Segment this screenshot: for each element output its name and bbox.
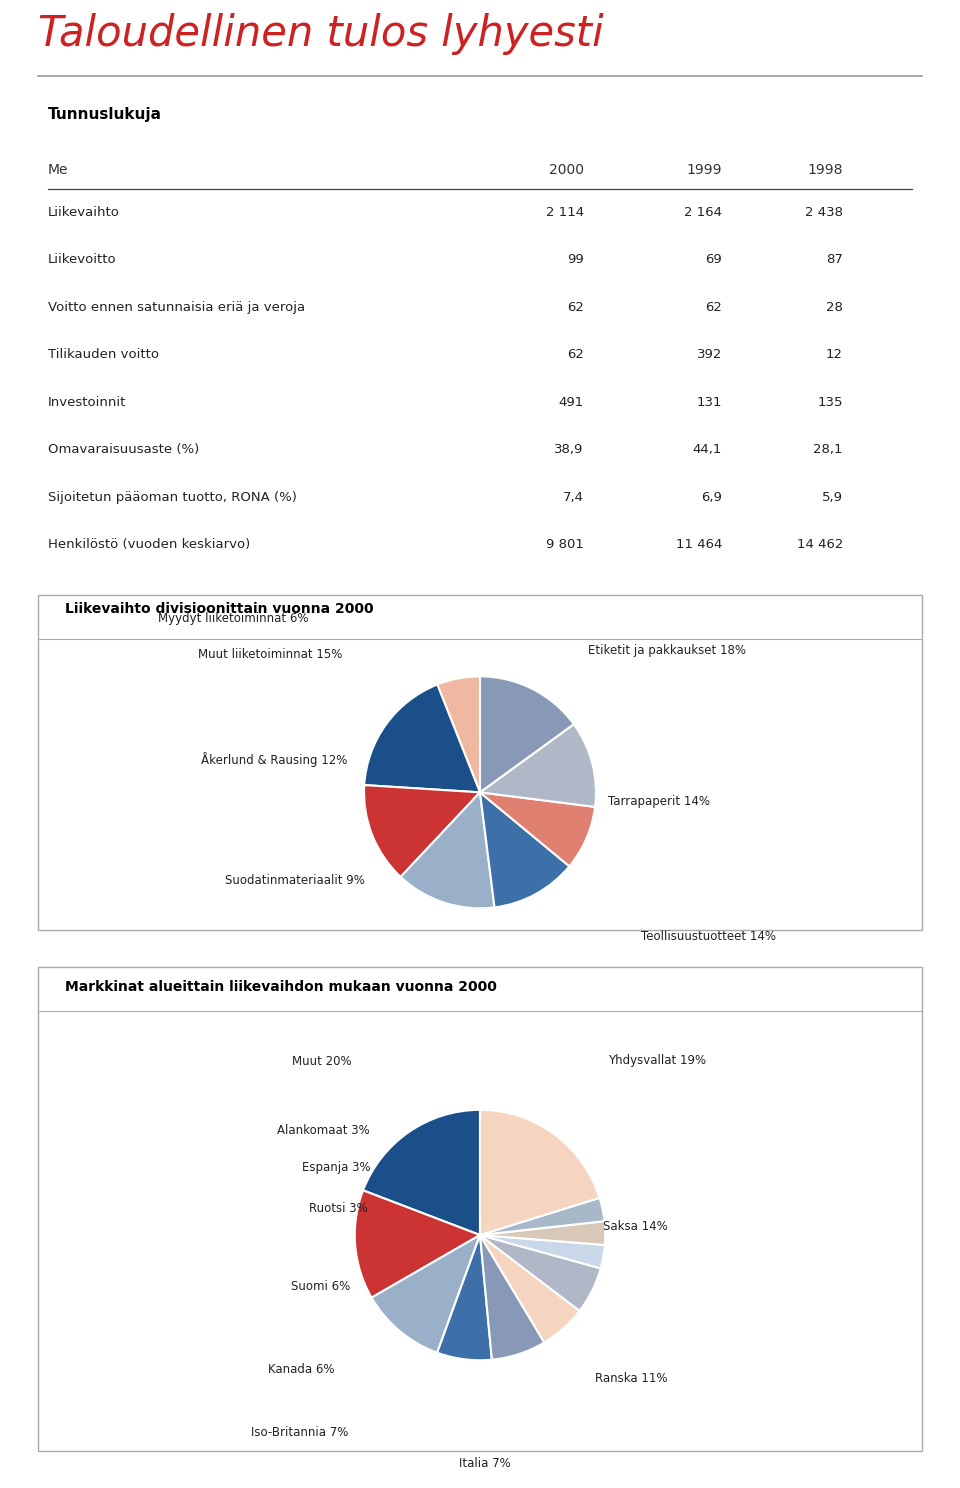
Text: 5,9: 5,9 xyxy=(822,491,843,503)
Text: 2 164: 2 164 xyxy=(684,205,722,219)
Text: 2 438: 2 438 xyxy=(804,205,843,219)
Text: Myydyt liiketoiminnat 6%: Myydyt liiketoiminnat 6% xyxy=(157,612,308,625)
Wedge shape xyxy=(363,1110,480,1235)
Text: Liikevaihto divisioonittain vuonna 2000: Liikevaihto divisioonittain vuonna 2000 xyxy=(65,601,373,616)
Text: Saksa 14%: Saksa 14% xyxy=(603,1220,668,1234)
Wedge shape xyxy=(480,1235,580,1342)
Text: 6,9: 6,9 xyxy=(701,491,722,503)
Text: Taloudellinen tulos lyhyesti: Taloudellinen tulos lyhyesti xyxy=(38,13,604,55)
Wedge shape xyxy=(364,786,480,876)
Wedge shape xyxy=(480,677,574,792)
Text: Etiketit ja pakkaukset 18%: Etiketit ja pakkaukset 18% xyxy=(588,644,746,658)
Wedge shape xyxy=(372,1235,480,1353)
Text: 9 801: 9 801 xyxy=(546,539,584,551)
Wedge shape xyxy=(480,1235,605,1268)
Text: Liikevoitto: Liikevoitto xyxy=(48,253,116,266)
Text: 135: 135 xyxy=(817,396,843,409)
Wedge shape xyxy=(355,1190,480,1298)
Text: Ruotsi 3%: Ruotsi 3% xyxy=(308,1202,368,1214)
Wedge shape xyxy=(480,1198,605,1235)
Text: 7,4: 7,4 xyxy=(563,491,584,503)
Text: Henkilöstö (vuoden keskiarvo): Henkilöstö (vuoden keskiarvo) xyxy=(48,539,251,551)
Text: Tarrapaperit 14%: Tarrapaperit 14% xyxy=(609,796,710,808)
Text: 2000: 2000 xyxy=(549,162,584,177)
Text: 44,1: 44,1 xyxy=(692,443,722,455)
Text: 11 464: 11 464 xyxy=(676,539,722,551)
Text: 38,9: 38,9 xyxy=(554,443,584,455)
Text: Alankomaat 3%: Alankomaat 3% xyxy=(276,1123,370,1137)
Wedge shape xyxy=(437,1235,492,1360)
Text: Sijoitetun pääoman tuotto, RONA (%): Sijoitetun pääoman tuotto, RONA (%) xyxy=(48,491,297,503)
Text: Voitto ennen satunnaisia eriä ja veroja: Voitto ennen satunnaisia eriä ja veroja xyxy=(48,301,305,314)
Wedge shape xyxy=(438,677,480,792)
Wedge shape xyxy=(480,1222,605,1245)
Text: Suodatinmateriaalit 9%: Suodatinmateriaalit 9% xyxy=(225,873,365,887)
Text: Kanada 6%: Kanada 6% xyxy=(268,1363,334,1376)
Text: 2 114: 2 114 xyxy=(545,205,584,219)
Wedge shape xyxy=(480,792,595,866)
Text: 1999: 1999 xyxy=(686,162,722,177)
Text: 62: 62 xyxy=(566,301,584,314)
Text: 62: 62 xyxy=(566,348,584,362)
Wedge shape xyxy=(480,1235,601,1311)
Text: Teollisuustuotteet 14%: Teollisuustuotteet 14% xyxy=(641,930,776,943)
Text: Ranska 11%: Ranska 11% xyxy=(595,1372,668,1384)
Wedge shape xyxy=(400,792,494,908)
Text: 69: 69 xyxy=(706,253,722,266)
Text: Italia 7%: Italia 7% xyxy=(459,1457,511,1470)
Text: 491: 491 xyxy=(559,396,584,409)
Wedge shape xyxy=(480,792,569,908)
Text: 62: 62 xyxy=(705,301,722,314)
Text: 28,1: 28,1 xyxy=(813,443,843,455)
Text: Muut liiketoiminnat 15%: Muut liiketoiminnat 15% xyxy=(198,649,343,662)
Text: 12: 12 xyxy=(826,348,843,362)
Text: Liikevaihto: Liikevaihto xyxy=(48,205,120,219)
Text: 87: 87 xyxy=(826,253,843,266)
Text: 1998: 1998 xyxy=(807,162,843,177)
Text: Suomi 6%: Suomi 6% xyxy=(291,1280,350,1293)
Text: Markkinat alueittain liikevaihdon mukaan vuonna 2000: Markkinat alueittain liikevaihdon mukaan… xyxy=(65,979,496,994)
Text: Tilikauden voitto: Tilikauden voitto xyxy=(48,348,159,362)
Wedge shape xyxy=(480,1235,544,1360)
Text: Espanja 3%: Espanja 3% xyxy=(302,1161,372,1174)
Text: 131: 131 xyxy=(696,396,722,409)
Text: Kuitukomposiitit 12%: Kuitukomposiitit 12% xyxy=(455,1001,581,1015)
Text: Åkerlund & Rausing 12%: Åkerlund & Rausing 12% xyxy=(201,753,348,768)
Text: 28: 28 xyxy=(826,301,843,314)
Text: Me: Me xyxy=(48,162,68,177)
Wedge shape xyxy=(480,1110,600,1235)
Text: 99: 99 xyxy=(567,253,584,266)
Text: Yhdysvallat 19%: Yhdysvallat 19% xyxy=(608,1054,706,1067)
Text: Omavaraisuusaste (%): Omavaraisuusaste (%) xyxy=(48,443,200,455)
Text: 14 462: 14 462 xyxy=(797,539,843,551)
Wedge shape xyxy=(364,684,480,792)
Text: Muut 20%: Muut 20% xyxy=(292,1055,351,1068)
Text: Tunnuslukuja: Tunnuslukuja xyxy=(48,107,162,122)
Text: 392: 392 xyxy=(697,348,722,362)
Text: Iso-Britannia 7%: Iso-Britannia 7% xyxy=(252,1426,348,1439)
Wedge shape xyxy=(480,725,596,806)
Text: Investoinnit: Investoinnit xyxy=(48,396,127,409)
